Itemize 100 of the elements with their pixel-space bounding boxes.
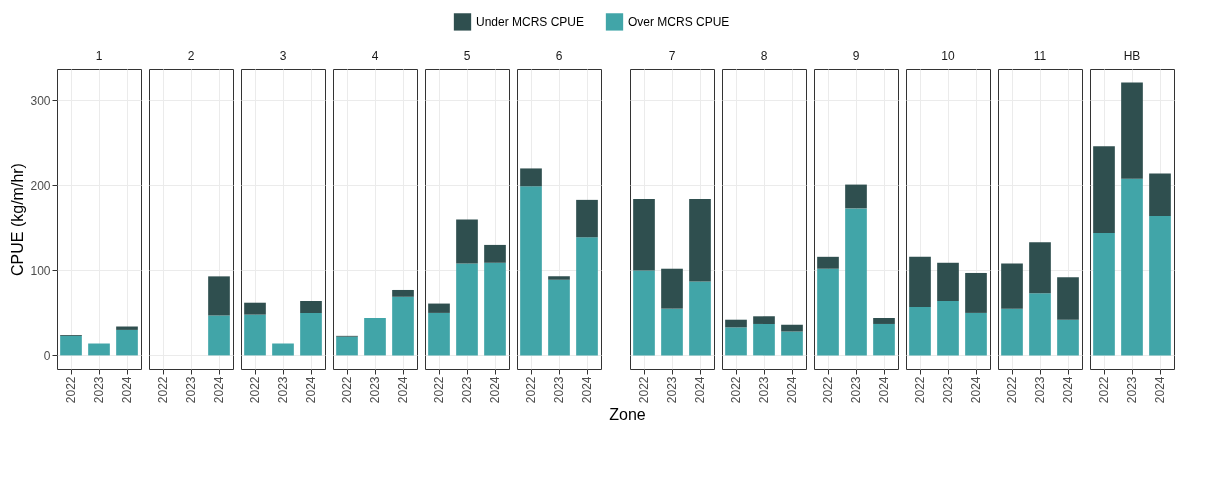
- chart-title: 10: [941, 49, 955, 63]
- x-tick-label: 2024: [396, 376, 410, 404]
- x-tick-label: 2024: [1061, 376, 1075, 404]
- x-tick-label: 2024: [785, 376, 799, 404]
- x-tick-label: 2022: [1097, 376, 1111, 404]
- y-tick-label: 300: [30, 93, 51, 108]
- x-tick-label: 2023: [276, 376, 290, 404]
- bar: [576, 237, 598, 356]
- y-tick-label: 100: [30, 263, 51, 278]
- bar: [689, 281, 711, 356]
- bar: [633, 199, 655, 271]
- x-tick-label: 2022: [64, 376, 78, 404]
- bar: [873, 318, 895, 324]
- bar: [1029, 293, 1051, 356]
- x-tick-label: 2022: [248, 376, 262, 404]
- chart-title: 9: [852, 49, 860, 63]
- bar: [817, 268, 839, 356]
- bar: [725, 319, 747, 328]
- x-tick-label: 2024: [969, 376, 983, 404]
- x-tick-label: 2022: [432, 376, 446, 404]
- bar: [392, 289, 414, 297]
- bar: [1093, 233, 1115, 356]
- bar: [364, 318, 386, 356]
- legend-label: Under MCRS CPUE: [476, 14, 585, 29]
- bar: [873, 323, 895, 356]
- bar: [1149, 216, 1171, 356]
- bar: [1057, 319, 1079, 356]
- bar: [576, 199, 598, 238]
- x-tick-label: 2023: [92, 376, 106, 404]
- legend-label: Over MCRS CPUE: [628, 14, 730, 29]
- chart-title: 1: [95, 49, 103, 63]
- x-axis-title: Zone: [609, 406, 646, 424]
- bar: [300, 301, 322, 313]
- bar: [520, 168, 542, 187]
- x-tick-label: 2024: [212, 376, 226, 404]
- x-tick-label: 2023: [941, 376, 955, 404]
- y-tick-label: 0: [43, 348, 51, 363]
- bar: [965, 272, 987, 313]
- x-tick-label: 2023: [552, 376, 566, 404]
- bar: [1149, 173, 1171, 217]
- x-tick-label: 2024: [693, 376, 707, 404]
- bar: [428, 312, 450, 356]
- bar: [392, 296, 414, 356]
- bar: [633, 270, 655, 356]
- chart-title: 3: [279, 49, 287, 63]
- x-tick-label: 2022: [821, 376, 835, 404]
- y-axis-title: CPUE (kg/m/hr): [9, 163, 27, 276]
- bar: [845, 184, 867, 209]
- x-tick-label: 2024: [1153, 376, 1167, 404]
- bar: [909, 306, 931, 356]
- x-tick-label: 2023: [184, 376, 198, 404]
- bar: [689, 199, 711, 282]
- x-tick-label: 2024: [580, 376, 594, 404]
- bar: [817, 256, 839, 269]
- x-tick-label: 2023: [849, 376, 863, 404]
- x-tick-label: 2022: [637, 376, 651, 404]
- bar: [1029, 242, 1051, 294]
- x-tick-label: 2022: [156, 376, 170, 404]
- chart-title: 5: [463, 49, 471, 63]
- chart-title: HB: [1123, 49, 1141, 63]
- bar: [1121, 82, 1143, 179]
- bar: [1121, 178, 1143, 356]
- x-tick-label: 2022: [913, 376, 927, 404]
- x-tick-label: 2023: [460, 376, 474, 404]
- chart-title: 7: [668, 49, 676, 63]
- bar: [244, 314, 266, 356]
- bar: [937, 301, 959, 356]
- bar: [1093, 146, 1115, 234]
- bar: [272, 343, 294, 356]
- chart-title: 6: [555, 49, 563, 63]
- bar: [661, 308, 683, 356]
- chart-title: 2: [187, 49, 195, 63]
- bar: [909, 256, 931, 307]
- bar: [336, 336, 358, 356]
- chart-title: 11: [1033, 49, 1047, 63]
- bar: [661, 268, 683, 309]
- x-tick-label: 2023: [665, 376, 679, 404]
- bar: [753, 323, 775, 356]
- bar: [725, 327, 747, 356]
- x-tick-label: 2024: [488, 376, 502, 404]
- bar: [300, 312, 322, 356]
- y-tick-label: 200: [30, 178, 51, 193]
- bar: [845, 208, 867, 356]
- chart-title: 4: [371, 49, 379, 63]
- bar: [937, 262, 959, 302]
- x-tick-label: 2022: [340, 376, 354, 404]
- bar: [484, 244, 506, 263]
- x-tick-label: 2022: [524, 376, 538, 404]
- bar: [1001, 308, 1023, 356]
- chart-title: 8: [760, 49, 768, 63]
- bar: [456, 263, 478, 356]
- x-tick-label: 2024: [120, 376, 134, 404]
- bar: [244, 302, 266, 315]
- bar: [548, 279, 570, 356]
- bar: [520, 186, 542, 356]
- bar: [456, 219, 478, 264]
- x-tick-label: 2023: [1033, 376, 1047, 404]
- bar: [428, 303, 450, 313]
- bar: [1057, 277, 1079, 320]
- bar: [781, 324, 803, 332]
